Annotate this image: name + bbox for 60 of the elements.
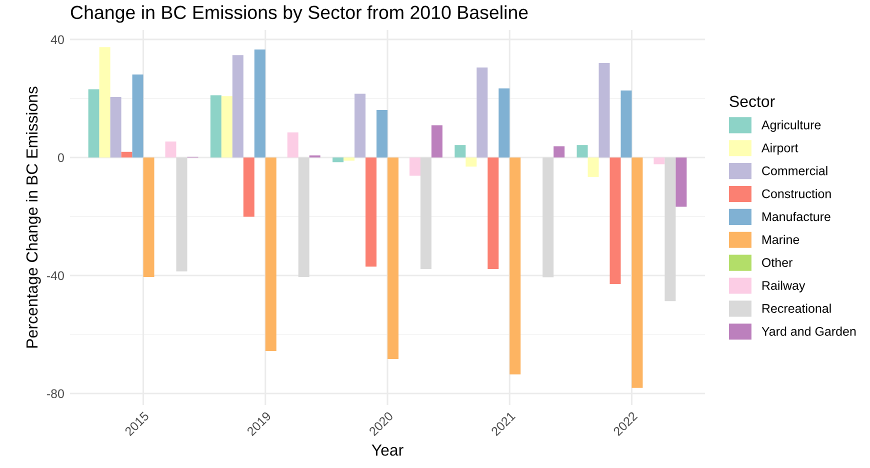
legend-label: Yard and Garden	[762, 326, 856, 336]
bar	[132, 74, 144, 158]
bar	[354, 94, 366, 158]
bar	[287, 132, 298, 158]
bar	[243, 157, 254, 217]
y-tick-label: 40	[50, 35, 64, 44]
legend-label: Airport	[761, 143, 798, 155]
bar	[254, 49, 266, 158]
y-tick-label: -80	[46, 389, 64, 398]
bar	[366, 157, 377, 267]
y-tick-label: 0	[58, 153, 64, 162]
bar	[376, 110, 388, 158]
legend-label: Manufacture	[762, 212, 830, 222]
bar	[488, 157, 499, 269]
bar	[598, 63, 610, 158]
bar	[110, 96, 122, 158]
y-tick-label: -40	[46, 271, 64, 280]
bar	[388, 157, 398, 359]
bar	[332, 157, 344, 162]
bar	[654, 157, 665, 164]
legend-label: Marine	[762, 234, 800, 244]
bar	[143, 157, 154, 277]
bar	[554, 146, 565, 158]
bar	[610, 157, 621, 284]
bar	[99, 47, 110, 158]
bar	[121, 152, 132, 158]
x-axis-title: Year	[372, 444, 404, 456]
bar	[88, 89, 100, 158]
bar	[454, 145, 466, 158]
bar	[232, 55, 244, 158]
bar	[664, 157, 676, 302]
bar	[620, 90, 632, 158]
legend-title: Sector	[730, 96, 775, 108]
bar	[265, 157, 276, 352]
bar	[431, 125, 442, 158]
bar	[210, 95, 222, 158]
bar	[576, 145, 588, 158]
chart-title: Change in BC Emissions by Sector from 2010 Baseline	[70, 5, 528, 23]
bar	[498, 88, 510, 158]
bar	[221, 96, 232, 158]
legend-label: Recreational	[762, 304, 831, 313]
bar	[632, 157, 643, 388]
bar	[588, 157, 599, 177]
legend-label: Construction	[762, 189, 831, 198]
bar	[409, 157, 420, 176]
legend-label: Commercial	[762, 166, 828, 176]
bar	[165, 142, 176, 158]
bar	[510, 157, 521, 374]
bar	[476, 67, 488, 158]
bar	[420, 157, 432, 269]
legend-label: Railway	[762, 280, 806, 292]
bar	[176, 157, 188, 272]
bar	[298, 157, 310, 277]
legend-label: Other	[762, 258, 793, 268]
bar	[676, 157, 687, 207]
y-axis-title: Percentage Change in BC Emissions	[26, 86, 41, 348]
legend-label: Agriculture	[761, 120, 821, 132]
bar	[466, 157, 477, 167]
bar	[344, 157, 355, 161]
bar	[542, 157, 554, 278]
